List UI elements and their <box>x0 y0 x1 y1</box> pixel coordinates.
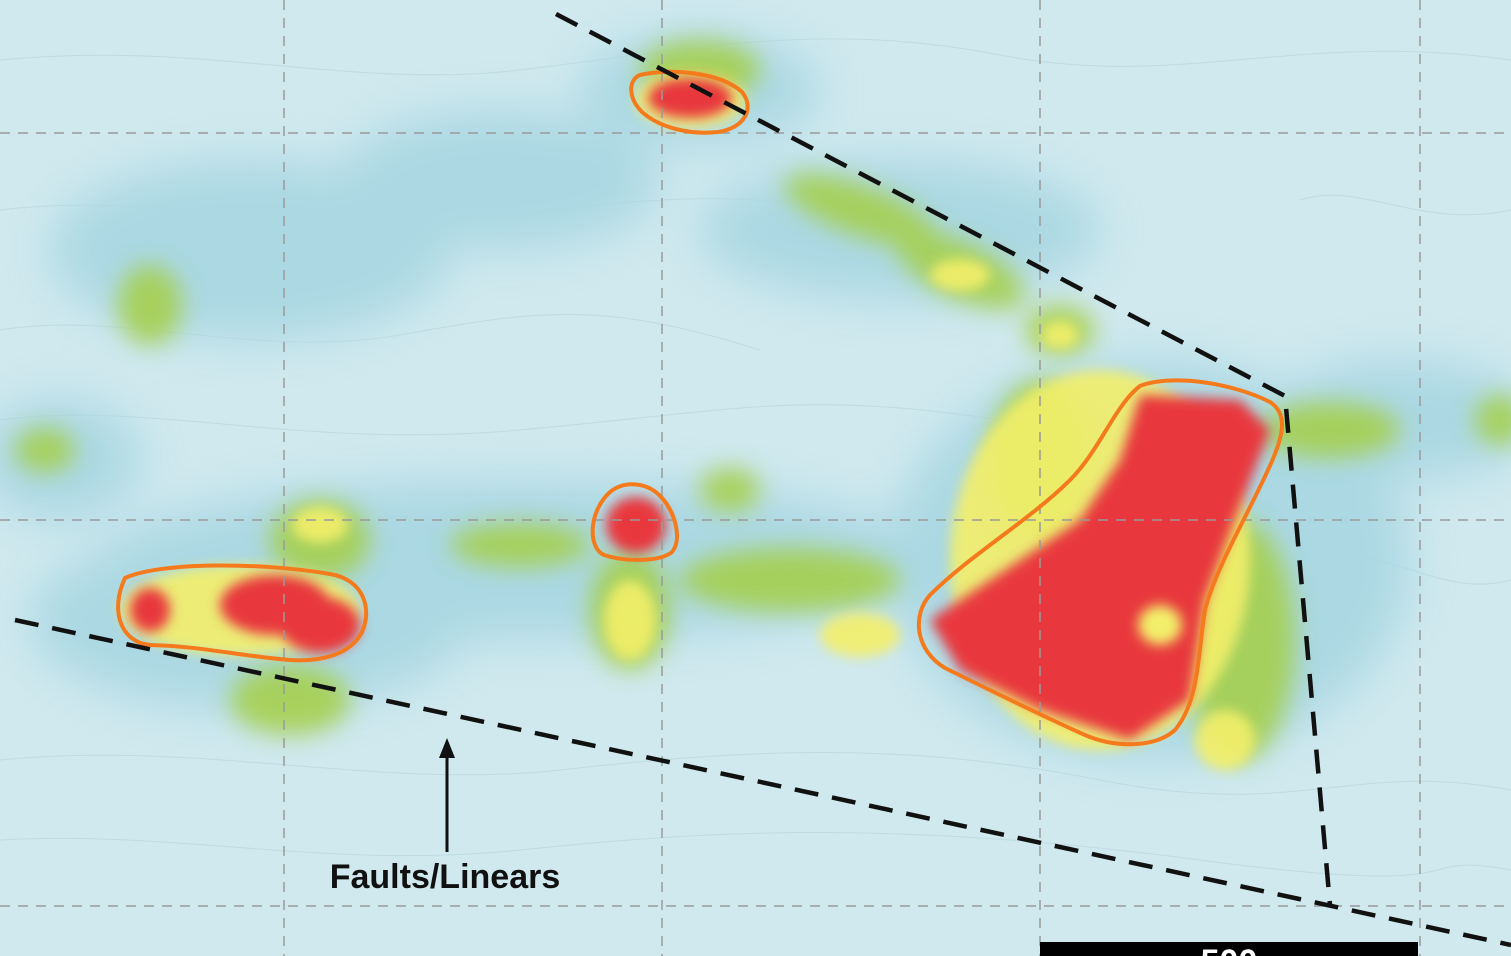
scale-bar: 500 <box>1040 942 1418 956</box>
fault-lines <box>14 12 1511 948</box>
fault-line-north <box>554 12 1333 906</box>
anomaly-outline-center[interactable] <box>590 482 679 562</box>
scale-bar-label: 500 <box>1040 945 1418 956</box>
fault-line-south <box>14 617 1511 948</box>
anomaly-outline-east[interactable] <box>916 378 1284 747</box>
annotation-arrow <box>439 738 455 852</box>
anomaly-outline-north[interactable] <box>629 69 750 135</box>
high-anomaly-zones <box>130 78 1270 740</box>
faults-linears-label: Faults/Linears <box>329 858 561 896</box>
anomaly-outlines <box>116 69 1284 747</box>
anomaly-outline-west[interactable] <box>116 563 369 663</box>
low-spot <box>1138 605 1182 645</box>
